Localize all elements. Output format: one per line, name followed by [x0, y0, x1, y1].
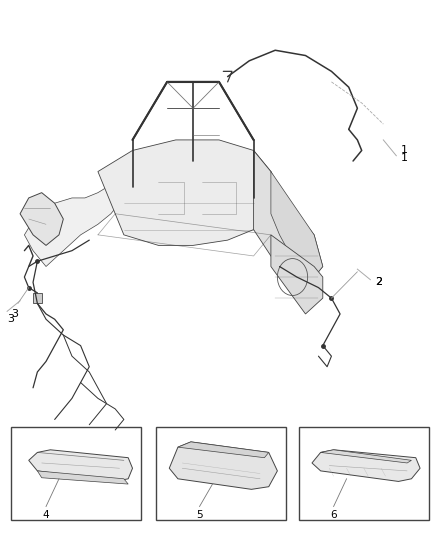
Polygon shape	[254, 150, 323, 288]
Polygon shape	[321, 450, 411, 463]
Polygon shape	[271, 235, 323, 314]
Polygon shape	[33, 293, 42, 303]
Polygon shape	[98, 140, 279, 245]
Polygon shape	[169, 442, 277, 489]
Polygon shape	[312, 450, 420, 481]
Text: 1: 1	[401, 154, 408, 164]
Polygon shape	[25, 177, 124, 266]
Text: 3: 3	[7, 314, 14, 324]
Text: 2: 2	[374, 277, 382, 287]
Polygon shape	[20, 192, 64, 245]
Polygon shape	[178, 442, 269, 458]
Text: 5: 5	[196, 510, 203, 520]
Text: 2: 2	[374, 277, 382, 287]
Text: 3: 3	[11, 309, 18, 319]
Text: 4: 4	[43, 510, 49, 520]
Polygon shape	[299, 427, 429, 520]
Polygon shape	[11, 427, 141, 520]
Polygon shape	[271, 172, 323, 277]
Polygon shape	[29, 450, 133, 481]
Text: 1: 1	[401, 146, 408, 156]
Text: 6: 6	[330, 510, 337, 520]
Polygon shape	[156, 427, 286, 520]
Polygon shape	[37, 471, 128, 484]
